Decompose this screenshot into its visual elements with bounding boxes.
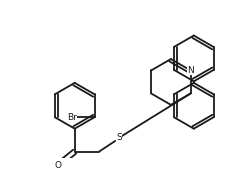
Text: N: N	[187, 66, 194, 75]
Text: S: S	[116, 133, 122, 142]
Text: Br: Br	[67, 113, 77, 122]
Text: O: O	[54, 161, 61, 170]
